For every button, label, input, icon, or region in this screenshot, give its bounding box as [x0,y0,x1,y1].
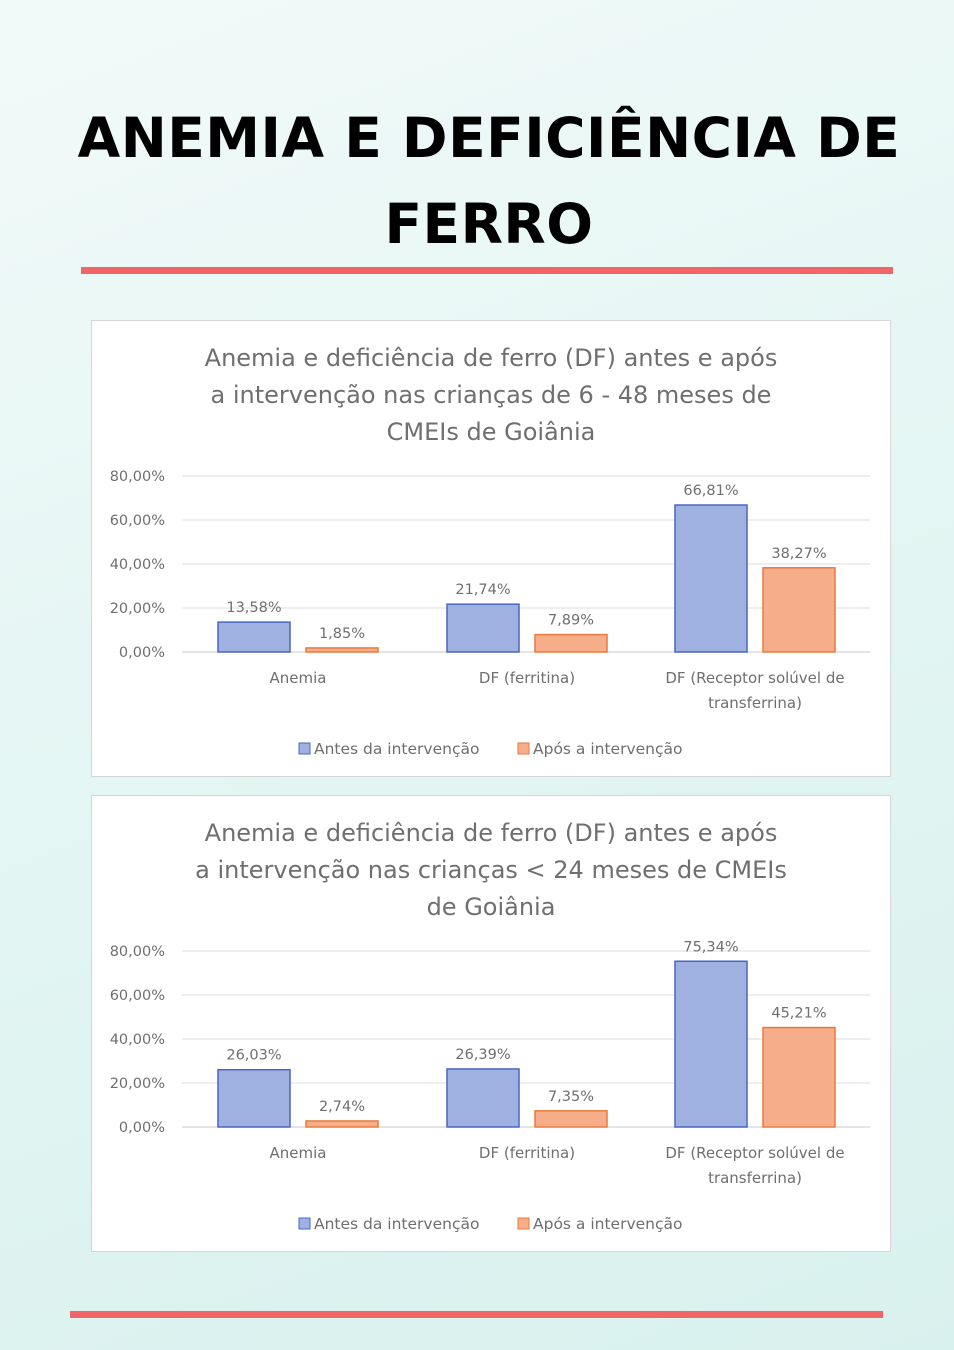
bar-after [534,1110,608,1128]
chart-6-48-months: Anemia e deficiência de ferro (DF) antes… [110,344,870,758]
y-tick-label: 0,00% [119,1120,165,1136]
page-title-line-1: ANEMIA E DEFICIÊNCIA DE [77,106,901,170]
y-tick-label: 80,00% [110,469,165,485]
category-label: Anemia [270,1144,327,1162]
bar-before [674,504,748,653]
data-label-before: 75,34% [683,939,738,955]
chart-panel-under-24-months: Anemia e deficiência de ferro (DF) antes… [91,795,891,1252]
y-tick-label: 20,00% [110,1076,165,1092]
y-tick-label: 20,00% [110,601,165,617]
data-label-after: 38,27% [771,546,826,562]
bar-after [762,1026,836,1128]
bar-before [674,960,748,1128]
data-label-before: 13,58% [226,600,281,616]
data-label-after: 45,21% [771,1006,826,1022]
page-title-line-2: FERRO [384,192,594,256]
legend-swatch-after [517,742,530,755]
data-label-before: 66,81% [683,483,738,499]
chart-title-line: Anemia e deficiência de ferro (DF) antes… [205,819,778,847]
chart-title-line: de Goiânia [427,893,556,921]
chart-title-line: CMEIs de Goiânia [387,418,596,446]
category-label: DF (ferritina) [479,669,575,687]
data-label-after: 1,85% [319,626,365,642]
bar-after [305,1120,379,1128]
data-label-after: 7,35% [548,1089,594,1105]
y-tick-label: 40,00% [110,1032,165,1048]
legend-label-before: Antes da intervenção [314,740,479,758]
data-label-after: 7,89% [548,613,594,629]
data-label-after: 2,74% [319,1099,365,1115]
category-label: DF (Receptor solúvel de [665,669,844,687]
bar-before [217,621,291,653]
data-label-before: 26,03% [226,1048,281,1064]
category-label: Anemia [270,669,327,687]
legend-label-after: Após a intervenção [533,740,683,758]
chart-title-line: a intervenção nas crianças de 6 - 48 mes… [211,381,772,409]
category-label: DF (Receptor solúvel de [665,1144,844,1162]
page-title: ANEMIA E DEFICIÊNCIA DE FERRO [40,95,938,267]
bar-after [762,567,836,653]
data-label-before: 21,74% [455,582,510,598]
legend-label-before: Antes da intervenção [314,1215,479,1233]
legend-swatch-after [517,1217,530,1230]
legend-label-after: Após a intervenção [533,1215,683,1233]
chart-panel-6-48-months: Anemia e deficiência de ferro (DF) antes… [91,320,891,777]
title-divider [81,267,893,274]
legend-swatch-before [298,742,311,755]
legend-swatch-before [298,1217,311,1230]
bottom-divider [70,1311,883,1318]
chart-title-line: Anemia e deficiência de ferro (DF) antes… [205,344,778,372]
y-tick-label: 80,00% [110,944,165,960]
chart-under-24-months: Anemia e deficiência de ferro (DF) antes… [110,819,870,1233]
category-label: DF (ferritina) [479,1144,575,1162]
category-label: transferrina) [708,694,802,712]
y-tick-label: 60,00% [110,513,165,529]
data-label-before: 26,39% [455,1047,510,1063]
y-tick-label: 0,00% [119,645,165,661]
bar-before [446,603,520,653]
bar-before [217,1068,291,1128]
y-tick-label: 40,00% [110,557,165,573]
y-tick-label: 60,00% [110,988,165,1004]
bar-after [305,647,379,653]
bar-before [446,1068,520,1128]
bar-after [534,633,608,653]
chart-title-line: a intervenção nas crianças < 24 meses de… [195,856,787,884]
category-label: transferrina) [708,1169,802,1187]
